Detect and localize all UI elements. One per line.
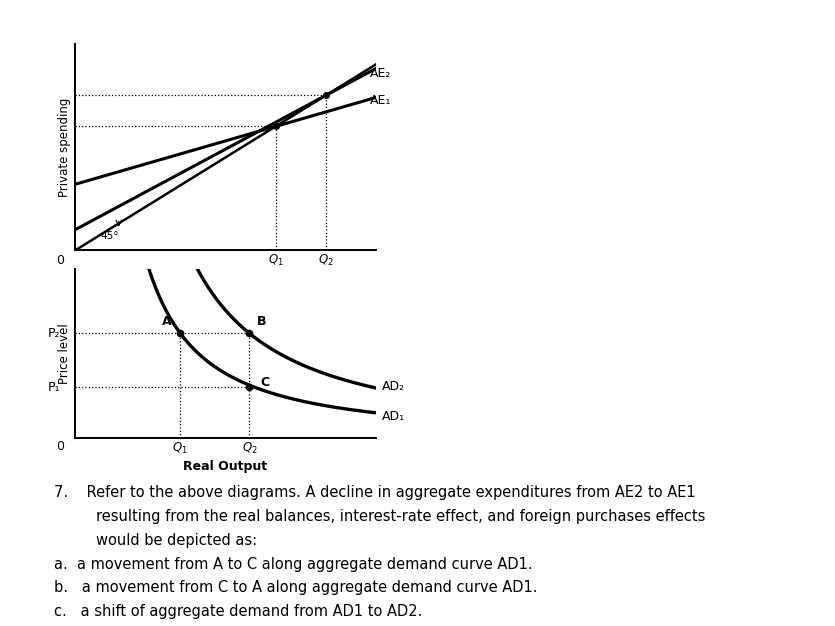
- Text: a.  a movement from A to C along aggregate demand curve AD1.: a. a movement from A to C along aggregat…: [54, 557, 533, 572]
- Text: C: C: [260, 376, 269, 389]
- Text: AD₂: AD₂: [382, 380, 405, 393]
- Text: c.   a shift of aggregate demand from AD1 to AD2.: c. a shift of aggregate demand from AD1 …: [54, 604, 423, 619]
- Y-axis label: Private spending: Private spending: [58, 98, 71, 197]
- Text: 0: 0: [56, 254, 64, 267]
- Text: A: A: [162, 315, 172, 328]
- Text: 45°: 45°: [100, 231, 119, 241]
- Text: resulting from the real balances, interest-rate effect, and foreign purchases ef: resulting from the real balances, intere…: [96, 509, 706, 524]
- Text: AD₁: AD₁: [382, 409, 405, 423]
- Text: AE₁: AE₁: [370, 94, 391, 106]
- Text: 0: 0: [56, 440, 64, 453]
- X-axis label: Real Output: Real Output: [184, 272, 267, 285]
- Text: would be depicted as:: would be depicted as:: [96, 533, 257, 548]
- Text: B: B: [257, 315, 266, 328]
- Text: b.   a movement from C to A along aggregate demand curve AD1.: b. a movement from C to A along aggregat…: [54, 580, 538, 595]
- Text: P₁: P₁: [48, 381, 60, 394]
- Text: 7.    Refer to the above diagrams. A decline in aggregate expenditures from AE2 : 7. Refer to the above diagrams. A declin…: [54, 485, 696, 500]
- Y-axis label: Price level: Price level: [58, 323, 71, 384]
- X-axis label: Real Output: Real Output: [184, 460, 267, 473]
- Text: P₂: P₂: [48, 327, 60, 340]
- Text: AE₂: AE₂: [370, 67, 391, 80]
